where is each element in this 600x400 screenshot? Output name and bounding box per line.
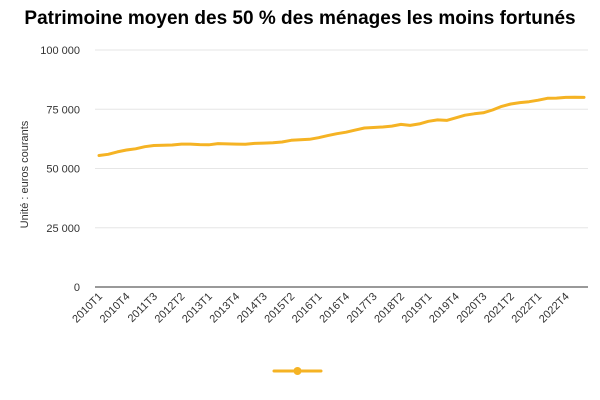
data-point[interactable]	[142, 144, 147, 149]
data-point[interactable]	[444, 118, 449, 123]
data-point[interactable]	[334, 131, 339, 136]
data-point[interactable]	[106, 152, 111, 157]
data-point[interactable]	[472, 111, 477, 116]
x-axis-ticks: 2010T12010T42011T32012T22013T12013T42014…	[70, 291, 572, 326]
y-tick-label: 25 000	[46, 223, 80, 235]
y-axis-label: Unité : euros courants	[19, 120, 31, 228]
data-point[interactable]	[261, 141, 266, 146]
data-point[interactable]	[536, 98, 541, 103]
data-point[interactable]	[151, 143, 156, 148]
data-point[interactable]	[490, 108, 495, 113]
data-point[interactable]	[399, 122, 404, 127]
data-point[interactable]	[344, 130, 349, 135]
data-point[interactable]	[463, 113, 468, 118]
y-tick-label: 50 000	[46, 164, 80, 176]
data-point[interactable]	[499, 104, 504, 109]
data-point[interactable]	[298, 137, 303, 142]
chart-title: Patrimoine moyen des 50 % des ménages le…	[24, 8, 576, 29]
y-tick-label: 0	[74, 282, 80, 294]
data-point[interactable]	[435, 117, 440, 122]
data-point[interactable]	[572, 95, 577, 100]
data-point[interactable]	[170, 143, 175, 148]
data-point[interactable]	[133, 146, 138, 151]
data-point[interactable]	[389, 124, 394, 129]
series-line	[97, 95, 586, 157]
data-point[interactable]	[371, 125, 376, 130]
y-axis-ticks: 0 25 000 50 000 75 000 100 000	[40, 45, 80, 294]
data-point[interactable]	[426, 119, 431, 124]
legend[interactable]	[272, 367, 323, 375]
data-point[interactable]	[197, 142, 202, 147]
data-point[interactable]	[362, 126, 367, 131]
data-point[interactable]	[582, 95, 587, 100]
data-point[interactable]	[234, 142, 239, 147]
data-point[interactable]	[179, 142, 184, 147]
data-point[interactable]	[243, 142, 248, 147]
data-point[interactable]	[216, 141, 221, 146]
data-point[interactable]	[124, 148, 129, 153]
data-point[interactable]	[517, 100, 522, 105]
data-point[interactable]	[380, 125, 385, 130]
data-point[interactable]	[225, 141, 230, 146]
data-point[interactable]	[417, 121, 422, 126]
data-point[interactable]	[481, 110, 486, 115]
y-tick-label: 75 000	[46, 104, 80, 116]
data-point[interactable]	[252, 141, 257, 146]
x-tick-label: 2010T4	[98, 291, 133, 326]
y-tick-label: 100 000	[40, 45, 80, 57]
data-point[interactable]	[316, 135, 321, 140]
x-tick-label: 2022T4	[537, 291, 572, 326]
data-point[interactable]	[563, 95, 568, 100]
data-point[interactable]	[280, 140, 285, 145]
data-point[interactable]	[554, 96, 559, 101]
data-point[interactable]	[545, 96, 550, 101]
data-point[interactable]	[453, 115, 458, 120]
data-point[interactable]	[188, 142, 193, 147]
data-point[interactable]	[270, 140, 275, 145]
data-point[interactable]	[325, 133, 330, 138]
data-point[interactable]	[97, 153, 102, 158]
data-point[interactable]	[527, 99, 532, 104]
data-point[interactable]	[289, 138, 294, 143]
series-layer	[97, 95, 587, 158]
data-point[interactable]	[408, 123, 413, 128]
data-point[interactable]	[353, 128, 358, 133]
data-point[interactable]	[307, 137, 312, 142]
data-point[interactable]	[161, 143, 166, 148]
data-point[interactable]	[115, 149, 120, 154]
data-point[interactable]	[206, 142, 211, 147]
data-point[interactable]	[508, 102, 513, 107]
legend-marker[interactable]	[293, 367, 302, 375]
grid-lines	[95, 49, 588, 288]
